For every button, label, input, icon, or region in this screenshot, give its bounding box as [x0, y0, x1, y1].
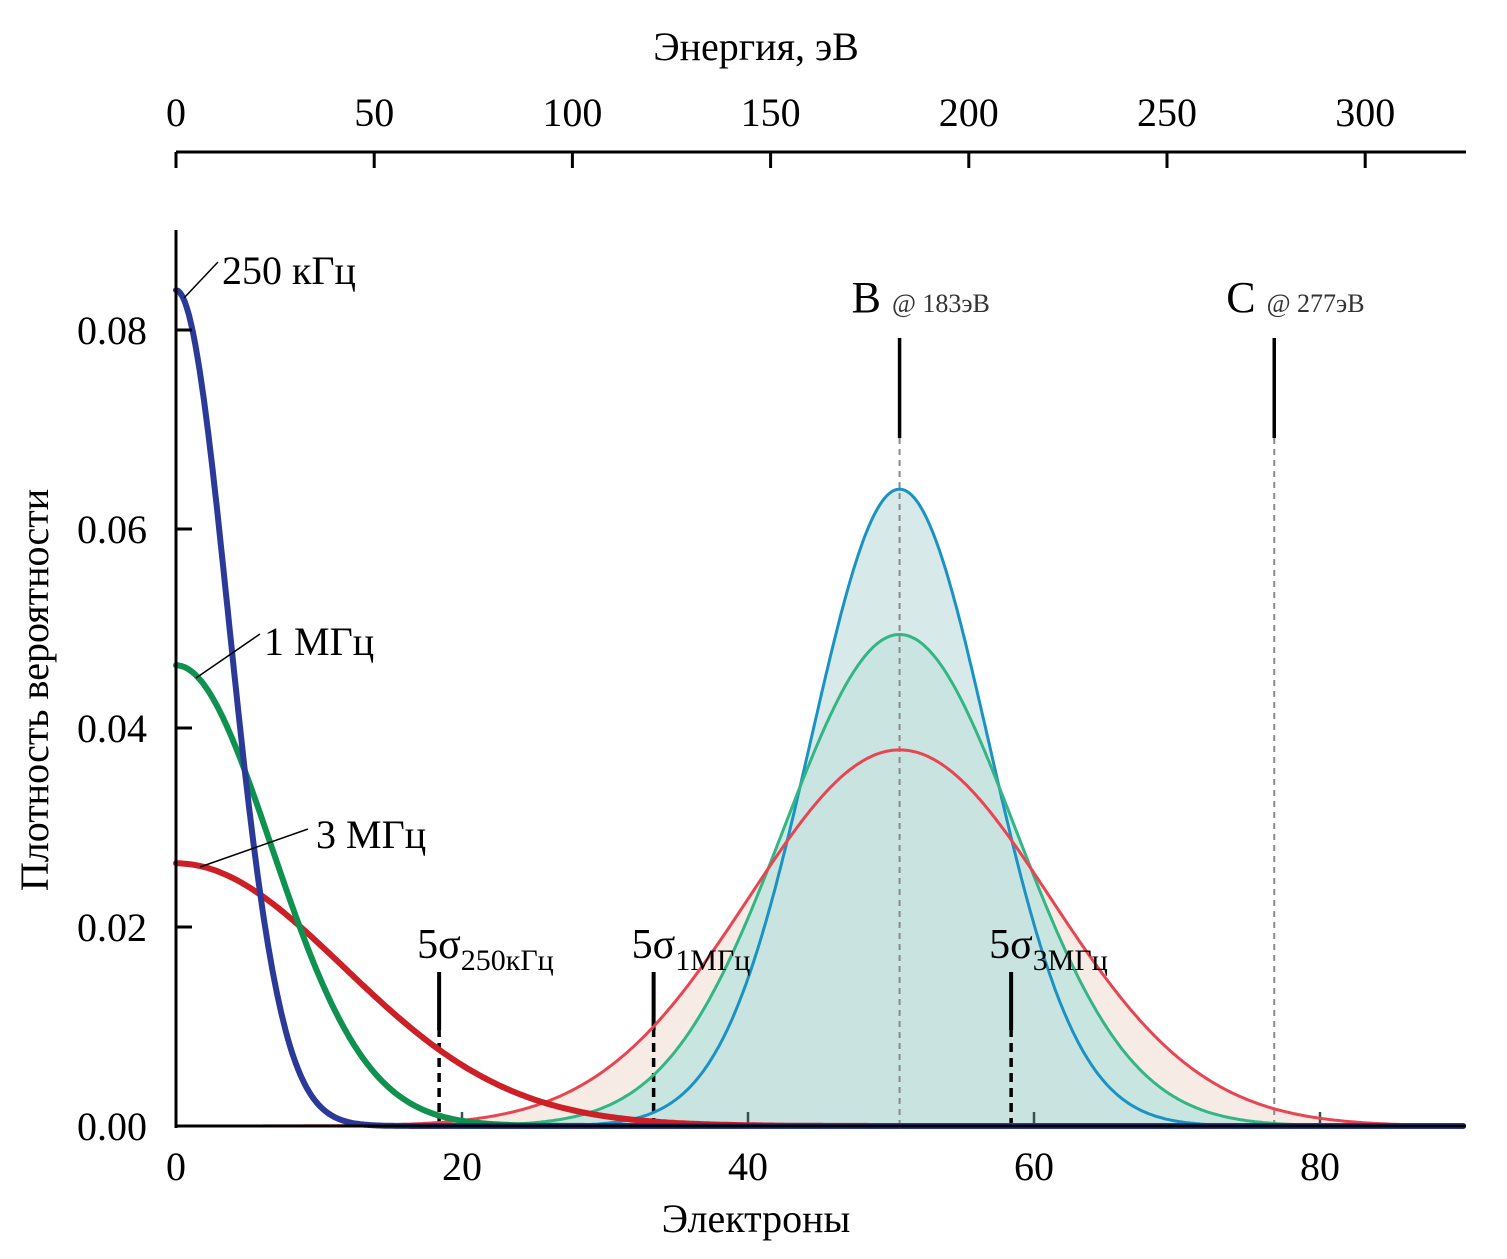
- series-leader-line: [195, 633, 261, 679]
- signal-fills: [176, 489, 1463, 1126]
- energy-marker-label: B @ 183эВ: [852, 273, 990, 322]
- x-tick-label: 0: [166, 1144, 186, 1189]
- top-energy-axis: Энергия, эВ: [176, 24, 1466, 154]
- y-axis: Плотность вероятности: [12, 230, 178, 1128]
- series-leader-line: [199, 828, 309, 868]
- series-label: 1 МГц: [264, 619, 374, 664]
- top-tick-label: 300: [1335, 90, 1395, 135]
- top-tick-label: 100: [542, 90, 602, 135]
- x-tick-label: 60: [1014, 1144, 1054, 1189]
- series-label: 3 МГц: [316, 812, 426, 857]
- y-tick-label: 0.04: [77, 706, 147, 751]
- y-axis-title: Плотность вероятности: [12, 489, 57, 891]
- threshold-label-subscript: 1МГц: [675, 944, 750, 977]
- threshold-label: 5σ250кГц: [417, 922, 554, 977]
- x-tick-label: 80: [1300, 1144, 1340, 1189]
- series-leader-line: [183, 261, 219, 299]
- y-tick-label: 0.08: [77, 308, 147, 353]
- energy-marker-sublabel: @ 183эВ: [892, 289, 990, 318]
- y-tick-label: 0.00: [77, 1104, 147, 1149]
- x-tick-label: 40: [728, 1144, 768, 1189]
- signal-fill-0: [176, 489, 1463, 1126]
- threshold-label-subscript: 250кГц: [461, 944, 554, 977]
- x-axis-title: Электроны: [662, 1196, 851, 1241]
- top-axis-ticks: 0 50 100 150 200 250 300: [166, 90, 1395, 168]
- x-tick-label: 20: [442, 1144, 482, 1189]
- threshold-label-subscript: 3МГц: [1033, 944, 1108, 977]
- top-tick-label: 50: [354, 90, 394, 135]
- x-axis-ticks: 0 20 40 60 80: [166, 1144, 1340, 1189]
- top-axis-title: Энергия, эВ: [653, 24, 859, 69]
- y-tick-label: 0.02: [77, 905, 147, 950]
- x-axis: Электроны: [176, 1124, 1466, 1241]
- top-tick-label: 0: [166, 90, 186, 135]
- y-axis-ticks: 0.00 0.02 0.04 0.06 0.08: [77, 308, 192, 1149]
- series-label: 250 кГц: [222, 248, 356, 293]
- top-tick-label: 150: [741, 90, 801, 135]
- energy-marker-sublabel: @ 277эВ: [1267, 289, 1365, 318]
- top-tick-label: 200: [939, 90, 999, 135]
- y-tick-label: 0.06: [77, 507, 147, 552]
- top-tick-label: 250: [1137, 90, 1197, 135]
- energy-marker-label: C @ 277эВ: [1226, 273, 1364, 322]
- series-labels: 250 кГц 1 МГц 3 МГц: [183, 248, 426, 868]
